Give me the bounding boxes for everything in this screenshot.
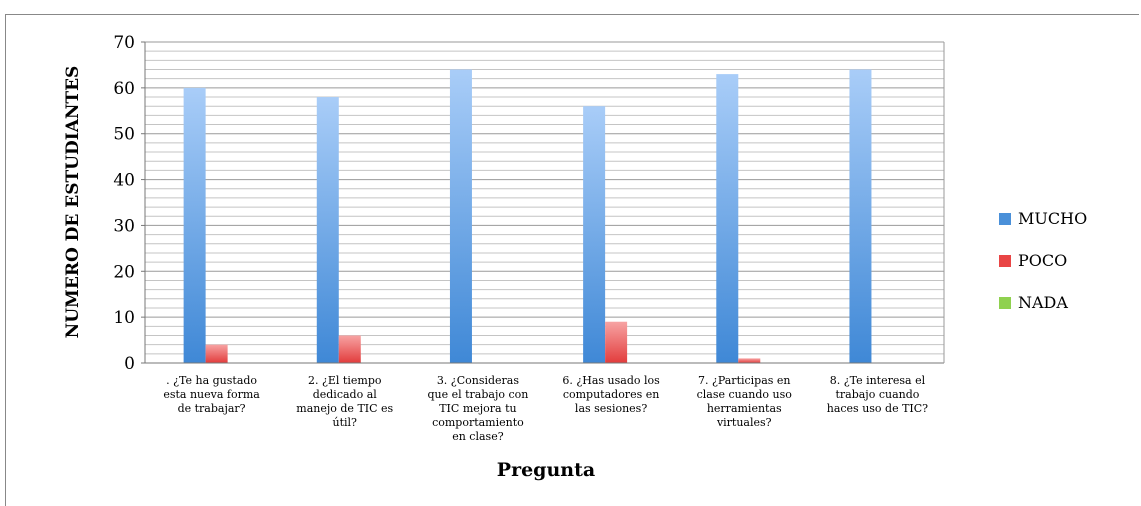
bar-poco [738,358,761,363]
y-tick-label: 20 [113,262,135,282]
x-category-labels: . ¿Te ha gustado esta nueva forma de traba… [163,374,928,443]
x-category-label: . ¿Te ha gustado esta nueva forma de traba… [163,374,260,415]
legend-label-poco: POCO [1018,251,1067,270]
legend-swatch-poco [999,255,1011,267]
bar-mucho [449,69,472,363]
bar-poco [605,321,628,363]
bar-poco [338,335,361,363]
y-axis-title: NUMERO DE ESTUDIANTES [63,66,83,339]
legend-label-mucho: MUCHO [1018,209,1087,228]
bars [183,69,872,364]
y-tick-labels: 0 10 20 30 40 50 60 70 [113,33,145,374]
y-tick-label: 0 [124,354,135,374]
bar-mucho [583,106,606,363]
y-tick-label: 40 [113,171,135,191]
bar-poco [205,344,228,363]
y-tick-label: 50 [113,125,135,145]
gridlines [145,41,944,364]
chart-frame [5,14,1139,506]
y-tick-label: 30 [113,216,135,236]
legend: MUCHO POCO NADA [999,209,1087,312]
x-category-label: 7. ¿Participas en clase cuando uso herrami… [697,374,793,429]
bar-mucho [183,87,206,363]
bar-mucho [316,97,339,364]
legend-swatch-nada [999,297,1011,309]
x-axis-title: Pregunta [497,459,595,481]
x-category-label: 8. ¿Te interesa el trabajo cuando haces us… [827,374,928,415]
axes [144,42,945,364]
legend-swatch-mucho [999,213,1011,225]
x-category-label: 3. ¿Consideras que el trabajo con TIC mejo… [427,374,528,443]
bar-mucho [716,74,739,363]
y-tick-label: 10 [113,308,135,328]
y-tick-label: 60 [113,79,135,99]
y-tick-label: 70 [113,33,135,53]
x-category-label: 6. ¿Has usado los computadores en las sesi… [562,374,660,415]
bar-mucho [849,69,872,363]
legend-label-nada: NADA [1018,293,1068,312]
x-category-label: 2. ¿El tiempo dedicado al manejo de TIC es… [296,374,393,429]
